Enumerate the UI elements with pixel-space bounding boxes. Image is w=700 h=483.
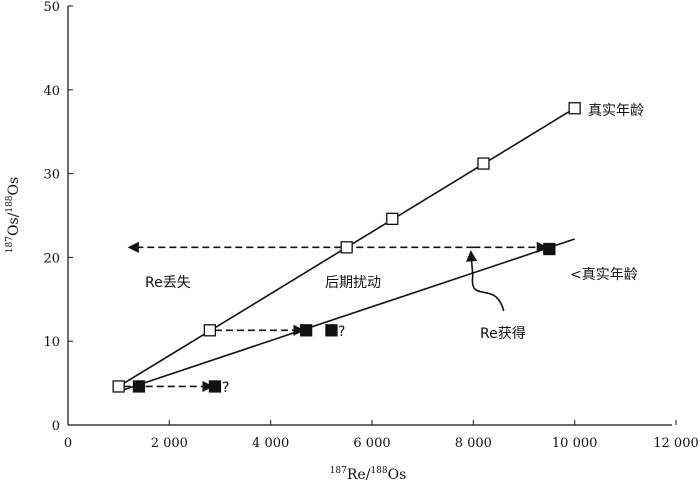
arrows — [123, 241, 548, 393]
x-tick-label: 12 000 — [653, 436, 699, 451]
filled-square-point — [325, 324, 338, 337]
y-tick-label: 10 — [43, 335, 60, 350]
y-axis-title-main2: Os — [6, 177, 22, 196]
filled-square-point — [132, 380, 146, 393]
y-axis-title-sup1: 187 — [5, 236, 15, 253]
x-axis-title-sup2: 188 — [370, 466, 387, 476]
filled-square-point — [299, 324, 313, 337]
filled-square-point — [543, 242, 556, 256]
x-tick-label: 10 000 — [552, 436, 598, 451]
label-true-age: 真实年龄 — [588, 103, 644, 119]
x-axis-title-sup1: 187 — [330, 466, 347, 476]
points — [112, 102, 581, 393]
open-square-point — [340, 241, 353, 254]
label-re-loss: Re丢失 — [145, 275, 191, 291]
y-ticks: 0 10 20 30 40 50 — [43, 0, 73, 434]
curved-arrow — [466, 250, 505, 312]
y-tick-label: 40 — [43, 84, 60, 99]
open-square-point — [386, 212, 399, 226]
x-tick-label: 6 000 — [353, 436, 390, 451]
x-tick-label: 0 — [64, 436, 72, 451]
y-axis-title-sup2: 188 — [5, 195, 15, 212]
open-square-point — [112, 380, 125, 393]
open-square-point — [203, 324, 217, 337]
y-axis-title-main1: Os/ — [6, 212, 22, 236]
y-tick-label: 0 — [52, 419, 60, 434]
y-tick-label: 20 — [43, 251, 60, 266]
label-disturbance: 后期扰动 — [325, 275, 381, 291]
y-tick-label: 30 — [43, 168, 60, 183]
x-tick-label: 4 000 — [252, 436, 289, 451]
x-axis-title: 187Re/188Os — [330, 466, 407, 483]
x-axis-title-main1: Re/ — [347, 467, 371, 483]
open-square-point — [477, 157, 490, 170]
plot-frame — [67, 6, 672, 426]
x-ticks: 0 2 000 4 000 6 000 8 000 10 000 12 000 — [64, 420, 699, 451]
x-axis-title-main2: Os — [388, 467, 407, 483]
y-tick-label: 50 — [43, 0, 60, 15]
open-square-point — [568, 102, 581, 115]
label-less-than-true-age: <真实年龄 — [570, 267, 638, 283]
filled-square-point — [208, 380, 222, 393]
label-re-gain: Re获得 — [480, 325, 526, 342]
x-tick-label: 8 000 — [455, 436, 492, 451]
y-axis-title: 187Os/188Os — [5, 177, 22, 253]
question-mark-lower: ? — [222, 380, 229, 396]
fit-line — [118, 238, 575, 393]
question-mark-upper: ? — [338, 324, 345, 340]
x-tick-label: 2 000 — [151, 436, 188, 451]
